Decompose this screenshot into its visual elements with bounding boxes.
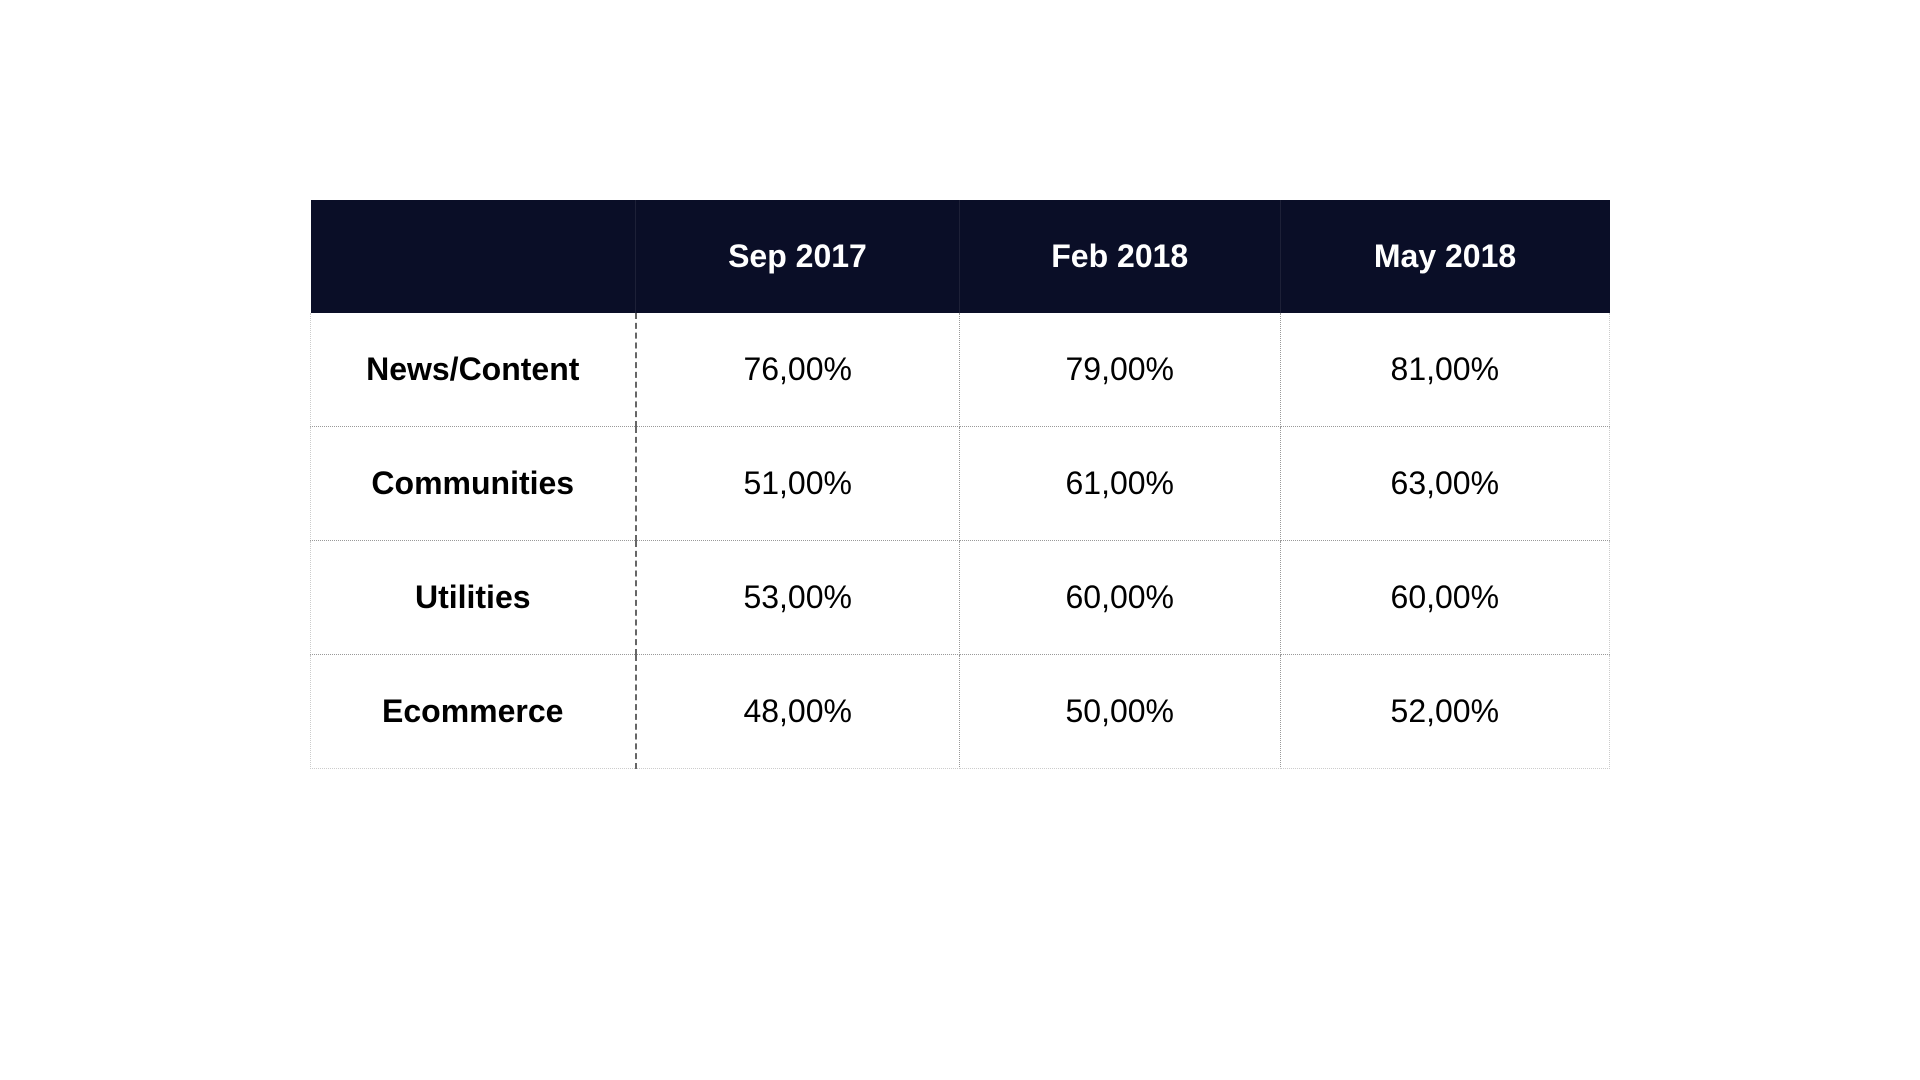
table-cell: 52,00% (1280, 655, 1609, 769)
table-cell: 50,00% (959, 655, 1280, 769)
table-row: Utilities 53,00% 60,00% 60,00% (311, 541, 1610, 655)
table-cell: 81,00% (1280, 313, 1609, 427)
table-cell: 79,00% (959, 313, 1280, 427)
table-cell: 76,00% (636, 313, 960, 427)
table-header-row: Sep 2017 Feb 2018 May 2018 (311, 200, 1610, 313)
table-header-col1: Sep 2017 (636, 200, 960, 313)
table-row: Communities 51,00% 61,00% 63,00% (311, 427, 1610, 541)
row-label: News/Content (311, 313, 636, 427)
table-cell: 63,00% (1280, 427, 1609, 541)
table-header-empty (311, 200, 636, 313)
table-cell: 48,00% (636, 655, 960, 769)
table-cell: 51,00% (636, 427, 960, 541)
table-row: News/Content 76,00% 79,00% 81,00% (311, 313, 1610, 427)
table-cell: 61,00% (959, 427, 1280, 541)
table-cell: 60,00% (959, 541, 1280, 655)
row-label: Utilities (311, 541, 636, 655)
row-label: Ecommerce (311, 655, 636, 769)
table-row: Ecommerce 48,00% 50,00% 52,00% (311, 655, 1610, 769)
data-table: Sep 2017 Feb 2018 May 2018 News/Content … (310, 200, 1610, 769)
table-header-col2: Feb 2018 (959, 200, 1280, 313)
table-header-col3: May 2018 (1280, 200, 1609, 313)
table-cell: 60,00% (1280, 541, 1609, 655)
table-cell: 53,00% (636, 541, 960, 655)
row-label: Communities (311, 427, 636, 541)
